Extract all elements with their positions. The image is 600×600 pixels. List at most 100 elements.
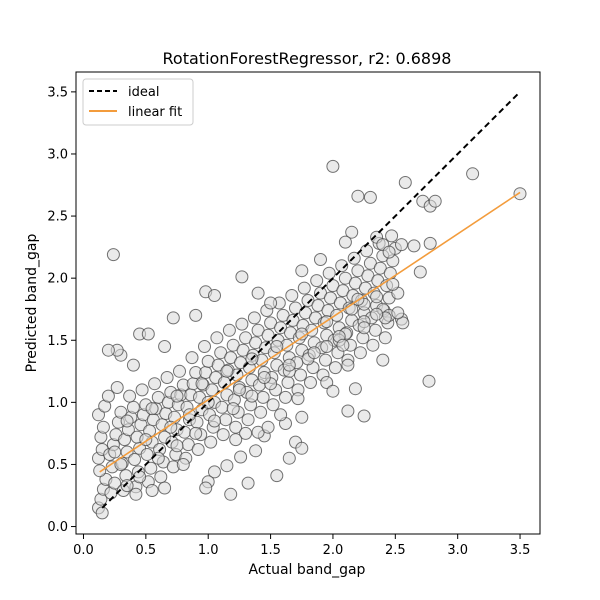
y-tick-label: 0.5 <box>47 458 68 473</box>
data-point <box>319 353 332 367</box>
data-point <box>294 368 307 382</box>
data-point <box>513 187 527 201</box>
data-point <box>219 413 233 427</box>
data-point <box>295 264 309 278</box>
data-point <box>295 441 309 455</box>
data-point <box>108 476 122 490</box>
ideal-line <box>101 91 521 509</box>
legend-ideal-label: ideal <box>128 85 159 100</box>
data-point <box>210 331 224 345</box>
data-point <box>205 383 219 397</box>
data-point <box>226 402 240 416</box>
data-point <box>245 389 259 403</box>
data-point <box>281 376 295 389</box>
data-point <box>199 481 213 495</box>
data-point <box>95 506 109 520</box>
data-point <box>297 281 311 295</box>
data-point <box>320 376 334 389</box>
data-point <box>360 244 374 258</box>
x-tick-label: 0.5 <box>136 543 157 558</box>
data-point <box>326 159 340 173</box>
data-point <box>254 405 268 419</box>
data-point <box>235 270 249 284</box>
data-point <box>234 450 248 464</box>
data-point <box>351 189 365 203</box>
data-point <box>383 266 397 280</box>
data-point <box>198 340 211 353</box>
data-point <box>257 371 271 384</box>
data-point <box>140 448 154 461</box>
data-point <box>185 351 199 365</box>
data-point <box>466 167 480 181</box>
data-point <box>366 338 380 352</box>
data-point <box>191 443 205 456</box>
data-point <box>307 346 321 360</box>
y-tick-label: 3.5 <box>47 85 68 100</box>
data-point <box>208 414 221 428</box>
data-point <box>304 376 317 389</box>
y-axis: 0.0 0.5 1.0 1.5 2.0 2.5 3.0 3.5 <box>47 85 76 535</box>
data-point <box>310 274 324 288</box>
x-axis-label: Actual band_gap <box>249 562 366 578</box>
data-point <box>135 383 149 397</box>
data-point <box>176 458 190 471</box>
data-point <box>391 306 405 320</box>
data-point <box>220 459 234 473</box>
legend-box <box>82 78 194 126</box>
data-point <box>270 340 284 353</box>
data-point <box>101 389 115 403</box>
data-point <box>295 410 309 424</box>
data-point <box>222 323 236 337</box>
data-point <box>353 346 367 360</box>
data-point <box>224 487 238 501</box>
data-point <box>282 358 296 372</box>
data-point <box>232 383 246 397</box>
data-point <box>378 331 392 345</box>
legend-fit-label: linear fit <box>128 105 182 120</box>
x-tick-label: 1.0 <box>198 543 219 558</box>
data-point <box>256 390 270 404</box>
data-point <box>215 400 229 414</box>
data-point <box>407 239 421 253</box>
data-point <box>216 428 230 442</box>
data-point <box>320 340 334 353</box>
data-point <box>385 229 399 243</box>
legend: ideal linear fit <box>82 78 194 126</box>
data-point <box>220 364 234 378</box>
data-point <box>195 377 209 391</box>
data-point <box>326 384 340 398</box>
data-point <box>158 340 172 353</box>
data-point <box>144 461 158 475</box>
y-axis-label: Predicted band_gap <box>24 234 40 373</box>
data-point <box>110 381 124 394</box>
data-point <box>189 426 203 440</box>
plot-frame <box>75 71 541 535</box>
data-point <box>270 469 284 483</box>
lines-layer <box>99 91 521 509</box>
x-tick-label: 3.0 <box>447 543 468 558</box>
y-tick-label: 0.0 <box>47 520 68 535</box>
data-point <box>123 389 137 403</box>
data-point <box>108 445 122 459</box>
x-tick-label: 0.0 <box>73 543 94 558</box>
data-point <box>328 361 342 375</box>
data-point <box>151 451 165 465</box>
data-point <box>282 451 296 465</box>
data-point <box>126 358 140 372</box>
data-point <box>336 338 350 352</box>
data-point <box>266 398 280 412</box>
data-point <box>128 453 142 466</box>
data-point <box>148 377 162 391</box>
y-tick-label: 2.0 <box>47 272 68 287</box>
data-point <box>261 420 275 434</box>
data-point <box>241 476 255 490</box>
data-point <box>133 470 147 484</box>
x-tick-label: 2.0 <box>323 543 344 558</box>
data-point <box>247 311 261 325</box>
data-point <box>348 382 362 396</box>
data-point <box>363 190 377 204</box>
data-point <box>126 400 140 414</box>
data-point <box>92 408 105 422</box>
data-point <box>251 286 265 300</box>
data-point <box>413 265 427 279</box>
